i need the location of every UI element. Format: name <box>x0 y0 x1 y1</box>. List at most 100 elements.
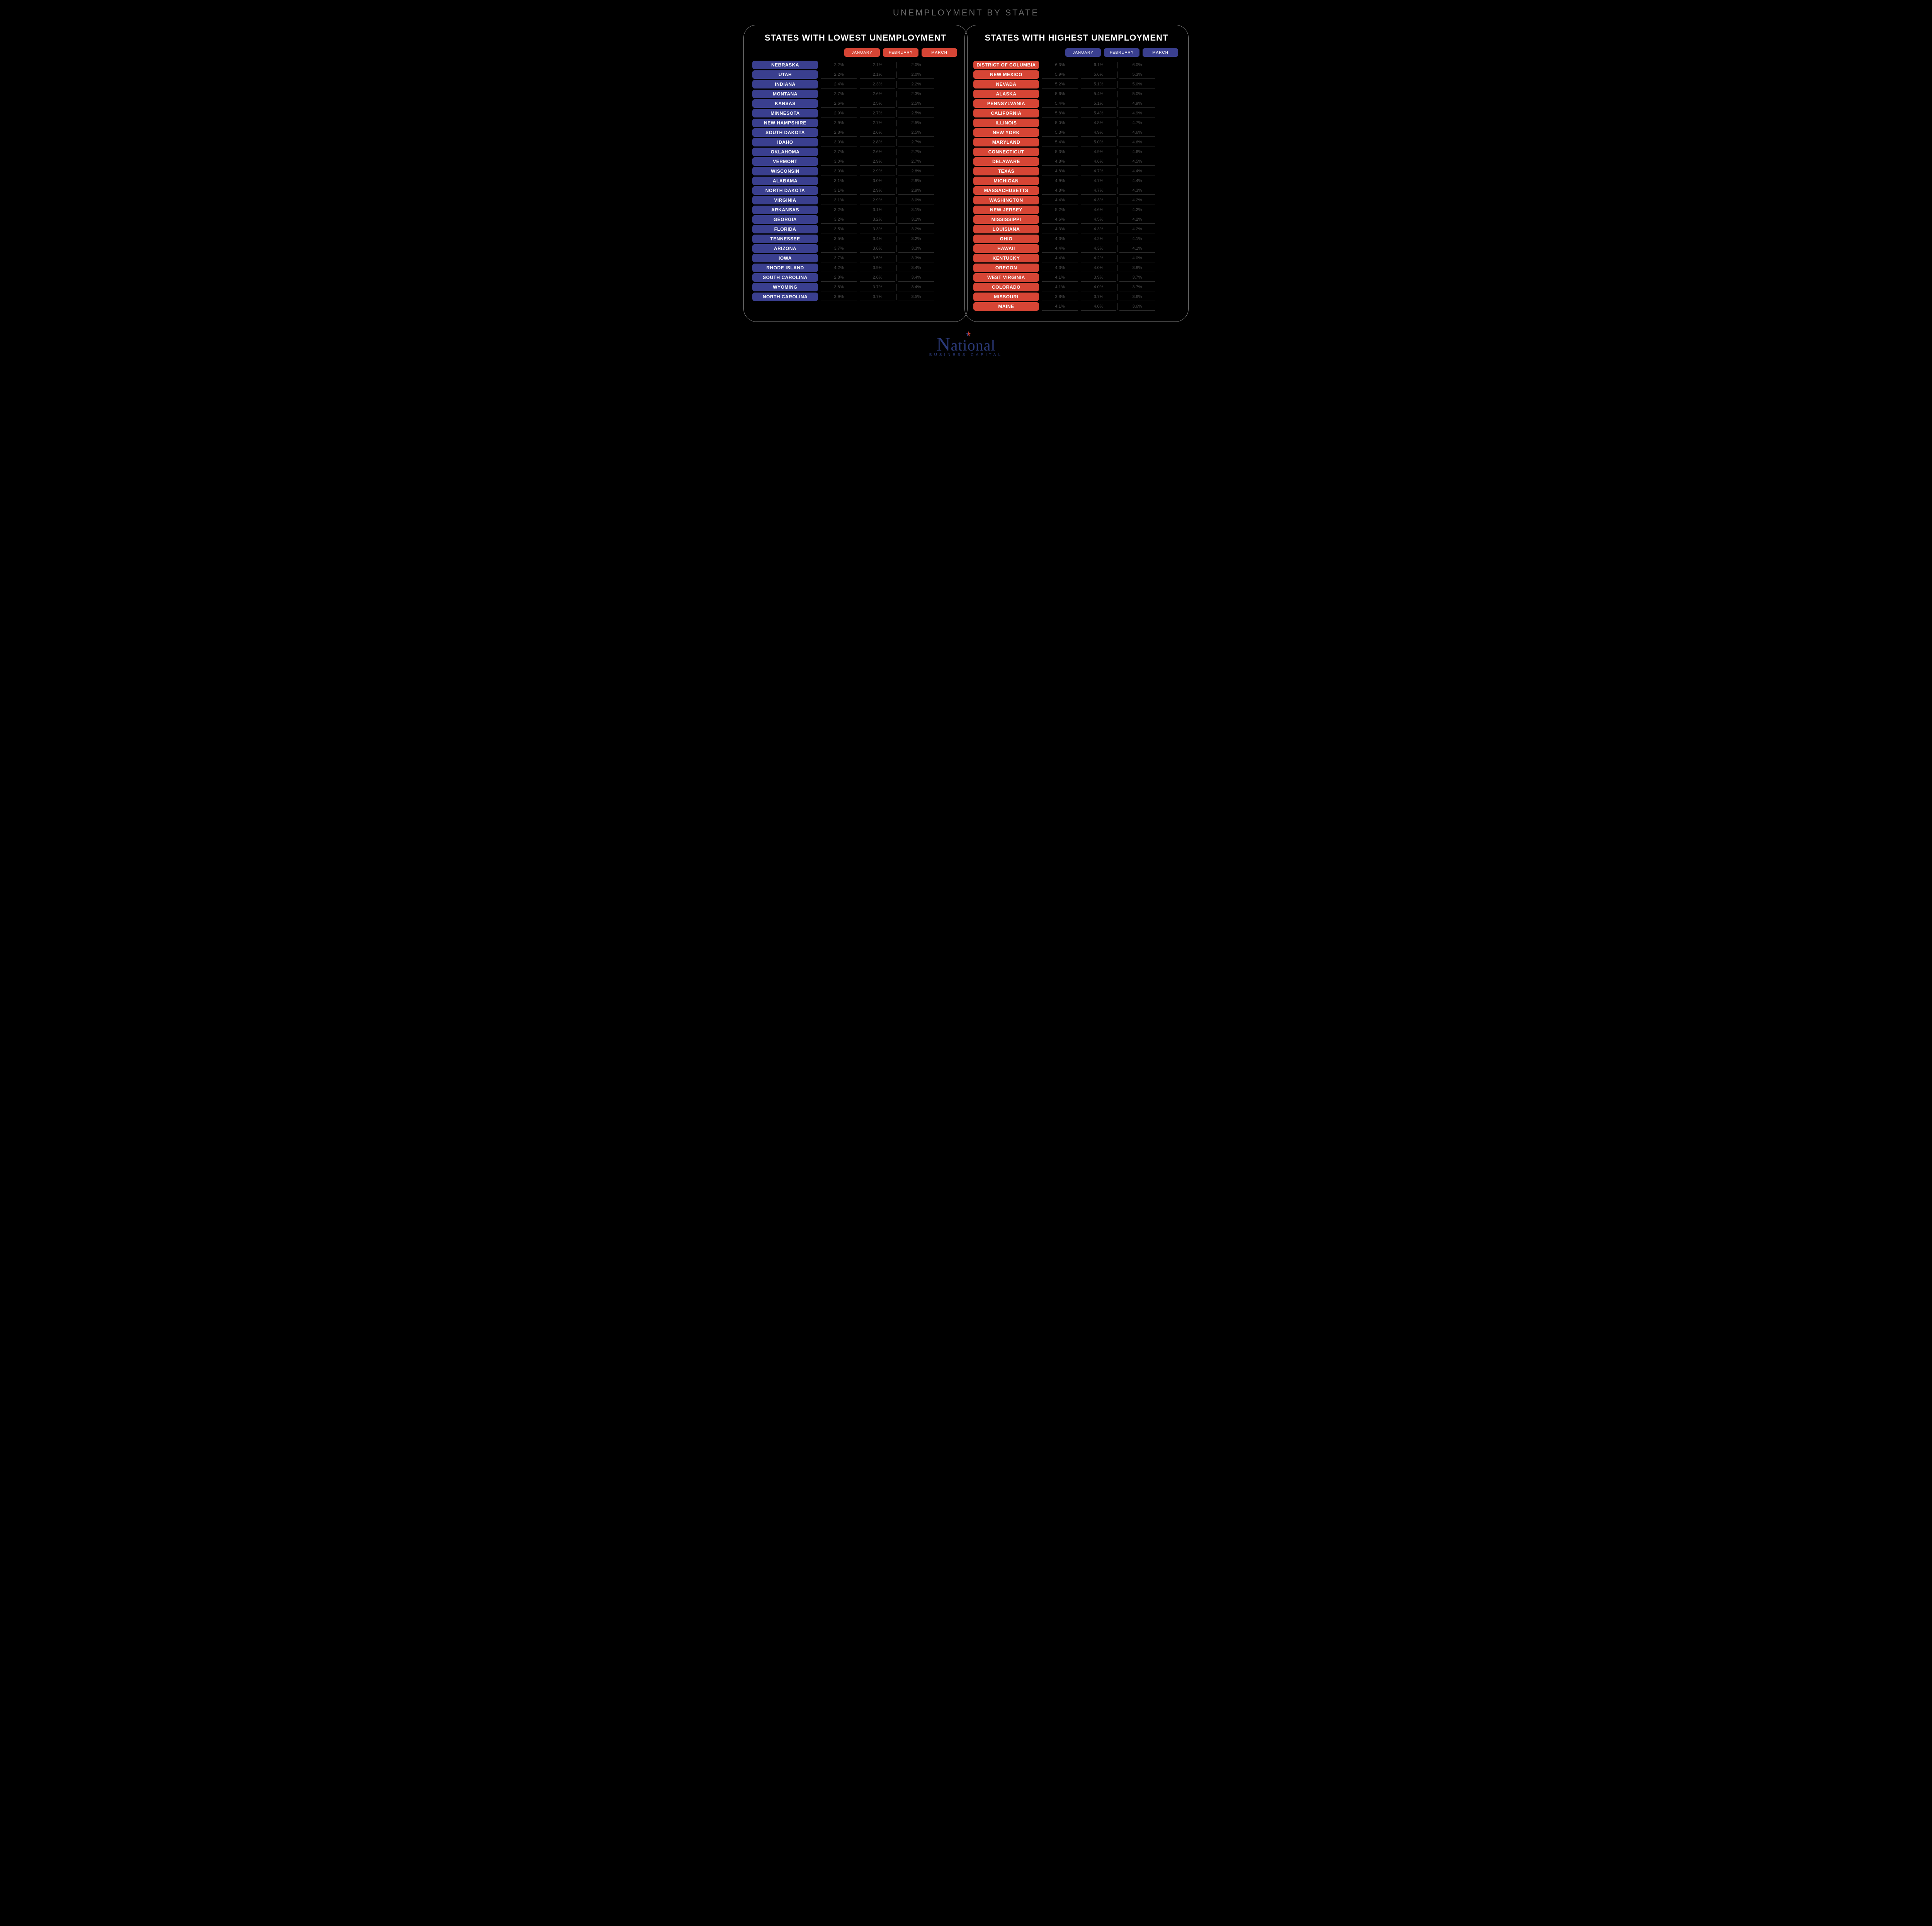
value-cell: 4.9% <box>1081 128 1116 137</box>
value-group: 2.9%2.7%2.5% <box>821 109 935 117</box>
table-row: IOWA3.7%3.5%3.3% <box>752 254 959 262</box>
value-group: 3.8%3.7%3.4% <box>821 283 935 291</box>
value-group: 4.6%4.5%4.2% <box>1042 215 1156 224</box>
table-row: ALASKA5.6%5.4%5.0% <box>973 90 1180 98</box>
value-cell: 4.6% <box>1119 128 1155 137</box>
value-cell: 3.5% <box>821 225 857 233</box>
value-cell: 3.0% <box>821 138 857 146</box>
value-cell: 4.2% <box>821 264 857 272</box>
table-row: HAWAII4.4%4.3%4.1% <box>973 244 1180 253</box>
value-group: 2.8%2.6%2.5% <box>821 128 935 137</box>
value-cell: 4.4% <box>1119 167 1155 175</box>
value-cell: 2.6% <box>821 99 857 108</box>
value-cell: 3.5% <box>898 293 934 301</box>
value-group: 3.7%3.6%3.3% <box>821 244 935 253</box>
value-cell: 4.2% <box>1081 254 1116 262</box>
state-pill: LOUISIANA <box>973 225 1039 233</box>
value-group: 4.9%4.7%4.4% <box>1042 177 1156 185</box>
value-cell: 4.7% <box>1119 119 1155 127</box>
month-pill: MARCH <box>922 48 957 57</box>
state-pill: VIRGINIA <box>752 196 818 204</box>
state-pill: ARIZONA <box>752 244 818 253</box>
value-cell: 2.9% <box>860 196 895 204</box>
state-pill: MICHIGAN <box>973 177 1039 185</box>
value-cell: 5.4% <box>1042 138 1078 146</box>
table-row: WEST VIRGINIA4.1%3.9%3.7% <box>973 273 1180 282</box>
value-cell: 4.6% <box>1119 138 1155 146</box>
value-cell: 3.2% <box>821 215 857 224</box>
table-row: NORTH DAKOTA3.1%2.9%2.9% <box>752 186 959 195</box>
lowest-rows: NEBRASKA2.2%2.1%2.0%UTAH2.2%2.1%2.0%INDI… <box>752 61 959 301</box>
value-group: 4.4%4.2%4.0% <box>1042 254 1156 262</box>
value-group: 5.4%5.1%4.9% <box>1042 99 1156 108</box>
value-cell: 3.7% <box>1081 293 1116 301</box>
table-row: DISTRICT OF COLUMBIA6.3%6.1%6.0% <box>973 61 1180 69</box>
value-cell: 5.1% <box>1081 80 1116 88</box>
value-group: 4.4%4.3%4.1% <box>1042 244 1156 253</box>
value-cell: 2.3% <box>860 80 895 88</box>
value-group: 2.7%2.6%2.3% <box>821 90 935 98</box>
value-cell: 5.0% <box>1081 138 1116 146</box>
value-cell: 3.6% <box>1119 293 1155 301</box>
value-group: 2.2%2.1%2.0% <box>821 70 935 79</box>
value-group: 5.6%5.4%5.0% <box>1042 90 1156 98</box>
table-row: ILLINOIS5.0%4.8%4.7% <box>973 119 1180 127</box>
value-cell: 5.0% <box>1042 119 1078 127</box>
table-row: OHIO4.3%4.2%4.1% <box>973 235 1180 243</box>
value-group: 5.4%5.0%4.6% <box>1042 138 1156 146</box>
table-row: CALIFORNIA5.8%5.4%4.9% <box>973 109 1180 117</box>
value-cell: 2.9% <box>860 157 895 166</box>
value-group: 5.9%5.6%5.3% <box>1042 70 1156 79</box>
value-cell: 4.1% <box>1042 283 1078 291</box>
value-cell: 2.7% <box>898 157 934 166</box>
value-cell: 4.3% <box>1042 235 1078 243</box>
value-cell: 2.8% <box>860 138 895 146</box>
month-pill: FEBRUARY <box>1104 48 1139 57</box>
state-pill: MASSACHUSETTS <box>973 186 1039 195</box>
value-cell: 2.9% <box>821 109 857 117</box>
state-pill: WISCONSIN <box>752 167 818 175</box>
value-cell: 3.9% <box>860 264 895 272</box>
state-pill: NORTH DAKOTA <box>752 186 818 195</box>
table-row: DELAWARE4.8%4.6%4.5% <box>973 157 1180 166</box>
value-cell: 4.1% <box>1042 273 1078 282</box>
value-group: 3.0%2.9%2.8% <box>821 167 935 175</box>
value-cell: 2.0% <box>898 61 934 69</box>
table-row: NEW MEXICO5.9%5.6%5.3% <box>973 70 1180 79</box>
state-pill: OKLAHOMA <box>752 148 818 156</box>
value-group: 2.9%2.7%2.5% <box>821 119 935 127</box>
table-row: CONNECTICUT5.3%4.9%4.6% <box>973 148 1180 156</box>
value-cell: 2.0% <box>898 70 934 79</box>
state-pill: SOUTH DAKOTA <box>752 128 818 137</box>
logo: National BUSINESS CAPITAL <box>929 333 1003 357</box>
month-pill: JANUARY <box>844 48 880 57</box>
table-row: SOUTH CAROLINA2.8%2.6%3.4% <box>752 273 959 282</box>
state-pill: SOUTH CAROLINA <box>752 273 818 282</box>
value-cell: 4.7% <box>1081 186 1116 195</box>
state-pill: ALASKA <box>973 90 1039 98</box>
value-cell: 4.3% <box>1081 196 1116 204</box>
value-cell: 5.0% <box>1119 90 1155 98</box>
value-group: 4.8%4.7%4.4% <box>1042 167 1156 175</box>
lowest-panel-title: STATES WITH LOWEST UNEMPLOYMENT <box>752 33 959 43</box>
value-cell: 3.0% <box>821 167 857 175</box>
value-cell: 2.5% <box>898 109 934 117</box>
value-cell: 4.6% <box>1119 148 1155 156</box>
state-pill: MISSISSIPPI <box>973 215 1039 224</box>
value-cell: 2.5% <box>898 99 934 108</box>
state-pill: CONNECTICUT <box>973 148 1039 156</box>
value-cell: 4.6% <box>1081 157 1116 166</box>
table-row: GEORGIA3.2%3.2%3.1% <box>752 215 959 224</box>
state-pill: NEW HAMPSHIRE <box>752 119 818 127</box>
value-cell: 5.9% <box>1042 70 1078 79</box>
value-cell: 4.9% <box>1119 99 1155 108</box>
table-row: MISSISSIPPI4.6%4.5%4.2% <box>973 215 1180 224</box>
table-row: RHODE ISLAND4.2%3.9%3.4% <box>752 264 959 272</box>
value-cell: 4.4% <box>1042 244 1078 253</box>
value-cell: 5.4% <box>1081 109 1116 117</box>
value-cell: 2.2% <box>821 70 857 79</box>
value-cell: 2.6% <box>860 128 895 137</box>
state-pill: KENTUCKY <box>973 254 1039 262</box>
value-cell: 2.3% <box>898 90 934 98</box>
value-cell: 3.1% <box>898 215 934 224</box>
